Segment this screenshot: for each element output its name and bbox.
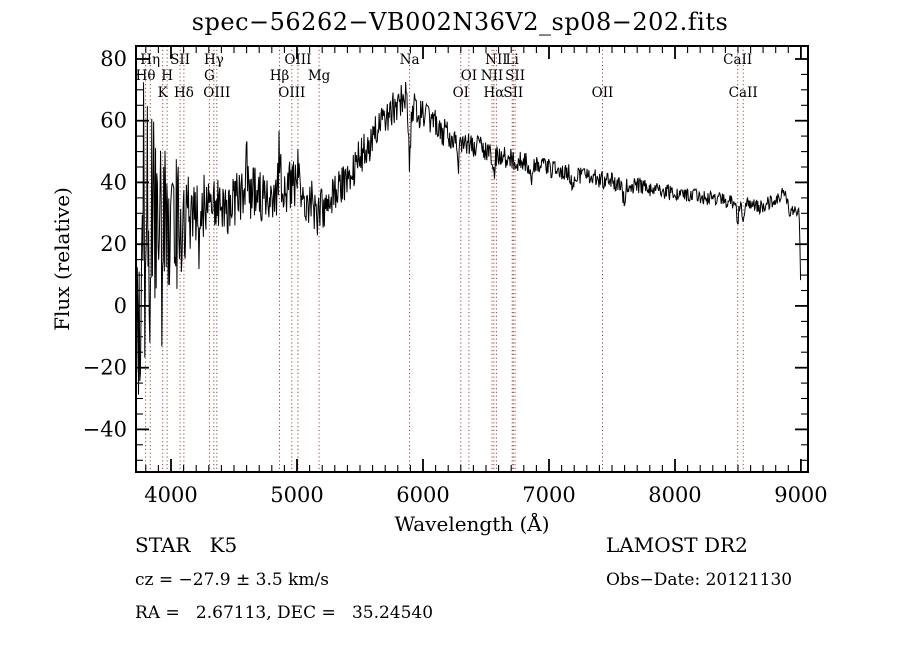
- spectral-line-label: Hθ: [136, 68, 156, 84]
- x-tick-label: 9000: [774, 483, 827, 507]
- spectral-line-label: Na: [400, 52, 420, 68]
- spectrum-trace: [135, 82, 802, 395]
- spectral-line-label: Mg: [308, 68, 331, 84]
- plot-frame: [135, 45, 809, 473]
- spectral-line-label: SII: [505, 68, 525, 84]
- spectral-line-label: Hδ: [174, 85, 194, 101]
- x-tick-label: 7000: [522, 483, 575, 507]
- spectral-line-label: NII: [481, 68, 503, 84]
- spectral-line-label: K: [158, 85, 169, 101]
- radial-velocity-text: cz = −27.9 ± 3.5 km/s: [135, 570, 329, 590]
- plot-title: spec−56262−VB002N36V2_sp08−202.fits: [191, 8, 729, 36]
- obs-date-text: Obs−Date: 20121130: [606, 570, 793, 590]
- spectral-line-label: Hα: [483, 85, 504, 101]
- x-tick-label: 5000: [270, 483, 323, 507]
- axes: 4000 5000 6000 7000 8000 9000 −40 −20 0 20 40 60 80: [83, 45, 828, 507]
- spectral-line-label: OI: [461, 68, 477, 84]
- x-tick-label: 8000: [648, 483, 701, 507]
- y-tick-label: −40: [83, 417, 127, 441]
- x-tick-label: 6000: [396, 483, 449, 507]
- spectral-line-label: CaII: [729, 85, 758, 101]
- spectral-line-label: Li: [506, 52, 520, 68]
- spectral-line-label: H: [161, 68, 173, 84]
- spectral-line-label: OIII: [284, 52, 311, 68]
- y-tick-label: 40: [100, 170, 127, 194]
- spectral-line-label: OIII: [278, 85, 305, 101]
- y-axis-label: Flux (relative): [50, 187, 74, 331]
- spectral-line-label: SII: [170, 52, 190, 68]
- y-tick-label: 80: [100, 47, 127, 71]
- y-tick-label: 20: [100, 232, 127, 256]
- spectral-line-label: Hβ: [270, 68, 290, 84]
- x-axis-label: Wavelength (Å): [394, 512, 550, 536]
- spectral-line-label: G: [204, 68, 215, 84]
- spectral-line-label: CaII: [723, 52, 752, 68]
- spectral-line-label: NII: [485, 52, 507, 68]
- object-class-text: STAR K5: [135, 533, 238, 557]
- survey-release-text: LAMOST DR2: [606, 533, 748, 557]
- x-tick-label: 4000: [144, 483, 197, 507]
- spectral-line-label: OII: [592, 85, 614, 101]
- spectral-line-label: Hγ: [204, 52, 224, 68]
- spectral-line-label: Hη: [140, 52, 160, 68]
- spectral-line-label: OIII: [203, 85, 230, 101]
- spectral-line-label: SII: [503, 85, 523, 101]
- y-tick-label: 60: [100, 109, 127, 133]
- ra-dec-text: RA = 2.67113, DEC = 35.24540: [135, 603, 434, 623]
- y-tick-label: 0: [114, 294, 127, 318]
- y-tick-label: −20: [83, 356, 127, 380]
- spectral-line-label: OI: [453, 85, 469, 101]
